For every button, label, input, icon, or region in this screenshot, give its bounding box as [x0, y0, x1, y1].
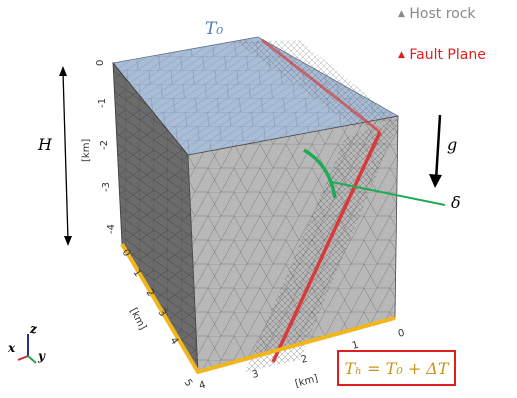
gravity-arrow [434, 114, 442, 181]
top-temperature-label: T₀ [205, 19, 223, 39]
y-unit: [km] [127, 306, 148, 332]
x-tick: 0 [397, 328, 406, 340]
top-face-mesh [113, 37, 398, 155]
gravity-arrow-head [429, 174, 442, 188]
legend-host-rock-label: Host rock [409, 6, 476, 22]
x-tick: 2 [300, 354, 309, 366]
vertical-unit: [km] [81, 139, 92, 162]
legend-host-rock: ▲ Host rock [398, 6, 476, 22]
fault-plane-marker-icon: ▲ [398, 50, 405, 60]
y-tick: 2 [144, 287, 157, 299]
triad-x-axis [17, 355, 29, 361]
vertical-tick: 0 [95, 60, 106, 66]
height-label: H [37, 135, 53, 154]
fault-plane-top [261, 38, 381, 134]
y-tick: 5 [182, 377, 195, 389]
vertical-tick: -4 [106, 224, 117, 234]
bottom-edge [120, 242, 396, 374]
bottom-temperature-equation: Tₕ = T₀ + ΔT [337, 350, 456, 386]
x-tick: 4 [198, 380, 207, 392]
y-tick: 1 [131, 267, 144, 279]
gravity-label: g [447, 135, 457, 154]
dip-angle-label: δ [451, 193, 461, 212]
legend-fault-plane-label: Fault Plane [409, 47, 486, 63]
legend-fault-plane: ▲ Fault Plane [398, 47, 486, 63]
host-rock-marker-icon: ▲ [398, 9, 405, 19]
triad-y-axis [27, 355, 37, 364]
y-tick: 0 [120, 247, 133, 259]
height-arrow [62, 71, 69, 241]
x-tick: 3 [251, 369, 260, 381]
vertical-tick: -3 [101, 182, 112, 192]
y-tick: 3 [156, 307, 169, 319]
triad-y-label: y [37, 349, 46, 363]
vertical-tick: -1 [97, 98, 108, 108]
height-arrow-head-top [59, 66, 67, 76]
vertical-axis: 0 -1 -2 -3 -4 [km] [81, 60, 117, 234]
height-arrow-head-bottom [64, 236, 72, 246]
bottom-temperature-equation-text: Tₕ = T₀ + ΔT [344, 358, 449, 378]
dip-angle-arc [303, 148, 337, 199]
x-unit: [km] [294, 373, 319, 390]
left-face-mesh [113, 63, 198, 372]
triad-x-label: x [7, 341, 16, 355]
fault-plane-front [271, 131, 382, 363]
vertical-tick: -2 [99, 140, 110, 150]
y-tick: 4 [168, 335, 181, 347]
triad-z-label: z [29, 322, 38, 336]
x-tick: 1 [351, 340, 360, 352]
dip-angle-leader [331, 181, 446, 206]
fault-refinement-zone [245, 118, 400, 372]
